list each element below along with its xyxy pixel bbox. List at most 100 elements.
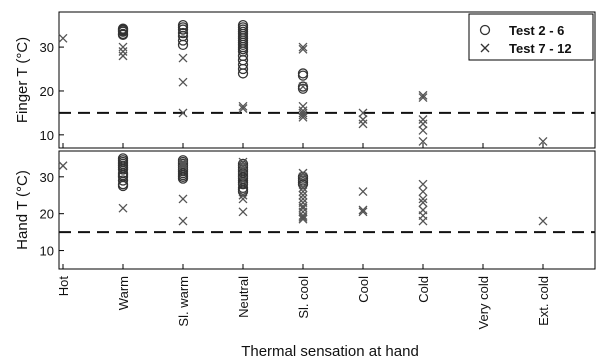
x-tick-label: Cool [356, 276, 371, 303]
top-point-x [418, 115, 428, 124]
bottom-point-circle [117, 180, 129, 192]
bottom-panel-frame [58, 150, 596, 270]
top-ytick-label: 30 [40, 40, 54, 55]
bottom-point-x [238, 161, 248, 171]
top-point-circle [237, 63, 249, 75]
top-panel-marks [58, 20, 595, 146]
bottom-ytick-label: 10 [40, 244, 54, 259]
legend-entry-test-7-12: Test 7 - 12 [509, 41, 572, 56]
top-point-x [118, 47, 128, 56]
bottom-point-x [538, 216, 548, 226]
top-point-x [538, 136, 548, 146]
x-tick-label: Neutral [236, 276, 251, 318]
top-point-x [418, 93, 428, 103]
top-point-x [178, 108, 188, 118]
bottom-point-x [358, 205, 368, 215]
top-point-x [298, 112, 308, 122]
top-point-x [238, 101, 248, 111]
bottom-ytick-label: 20 [40, 207, 54, 222]
top-point-circle [297, 68, 309, 79]
top-point-x [178, 53, 188, 63]
top-point-x [298, 106, 308, 116]
x-tick-label: Sl. cool [296, 276, 311, 319]
bottom-point-x [298, 203, 308, 213]
bottom-point-x [298, 212, 308, 222]
bottom-point-x [298, 214, 308, 224]
bottom-point-x [298, 172, 308, 182]
top-point-x [418, 136, 428, 146]
bottom-point-x [238, 207, 248, 217]
top-point-circle [237, 68, 249, 79]
top-panel-ticks: 10 20 30 [40, 40, 544, 148]
bottom-point-x [358, 187, 368, 197]
bottom-point-x [418, 179, 428, 189]
top-point-circle [117, 29, 129, 40]
bottom-point-x [238, 190, 248, 200]
top-point-x [178, 77, 188, 87]
bottom-panel-marks [58, 153, 595, 234]
bottom-point-x [178, 157, 188, 167]
x-axis-label: Thermal sensation at hand [241, 343, 419, 360]
bottom-point-x [298, 211, 308, 220]
bottom-point-x [298, 194, 308, 204]
legend-x-marker [480, 43, 490, 53]
bottom-point-x [358, 207, 368, 217]
top-point-x [298, 110, 308, 120]
top-ytick-label: 20 [40, 84, 54, 99]
bottom-ytick-label: 30 [40, 170, 54, 185]
x-tick-label: Cold [416, 276, 431, 303]
x-tick-label: Sl. warm [176, 276, 191, 327]
top-point-circle [297, 83, 309, 94]
top-point-x [358, 108, 368, 118]
x-tick-label: Warm [116, 276, 131, 310]
x-tick-label: Hot [56, 276, 71, 297]
top-point-x [118, 42, 128, 52]
top-point-circle [177, 35, 189, 46]
top-point-x [118, 51, 128, 61]
top-point-x [298, 42, 308, 52]
bottom-point-x [298, 190, 308, 200]
bottom-point-x [298, 183, 308, 193]
legend: Test 2 - 6 Test 7 - 12 [468, 13, 594, 61]
bottom-point-x [418, 198, 428, 208]
bottom-point-x [418, 216, 428, 226]
bottom-point-x [418, 187, 428, 197]
top-point-x [418, 90, 428, 100]
x-tick-labels: Hot Warm Sl. warm Neutral Sl. cool Cool Cold Ve… [56, 276, 551, 330]
bottom-point-x [418, 194, 428, 204]
top-ytick-label: 10 [40, 128, 54, 143]
bottom-point-x [238, 176, 248, 185]
bottom-point-x [178, 194, 188, 204]
top-point-x [298, 82, 308, 92]
top-point-x [358, 119, 368, 129]
x-tick-label: Ext. cold [536, 276, 551, 326]
top-point-circle [177, 24, 189, 35]
bottom-point-x [238, 164, 248, 174]
top-point-circle [177, 39, 189, 51]
bottom-point-x [238, 157, 248, 167]
top-point-x [298, 108, 308, 118]
top-point-circle [297, 70, 309, 81]
bottom-point-circle [177, 173, 189, 184]
bottom-point-x [178, 161, 188, 171]
top-point-circle [177, 27, 189, 39]
x-tick-label: Very cold [476, 276, 491, 329]
bottom-panel-ylabel: Hand T (°C) [14, 170, 31, 250]
bottom-point-x [178, 159, 188, 169]
top-point-x [418, 119, 428, 129]
bottom-point-x [178, 216, 188, 226]
bottom-point-x [238, 194, 248, 204]
top-point-circle [117, 25, 129, 36]
bottom-point-circle [117, 164, 129, 175]
top-point-x [238, 104, 248, 113]
top-point-x [298, 44, 308, 54]
bottom-point-circle [117, 175, 129, 186]
bottom-point-x [298, 168, 308, 178]
bottom-point-x [298, 187, 308, 197]
top-point-x [358, 115, 368, 124]
legend-entry-test-2-6: Test 2 - 6 [509, 23, 564, 38]
legend-circle-marker [479, 24, 491, 36]
legend-box [468, 13, 594, 61]
bottom-point-x [118, 203, 128, 213]
